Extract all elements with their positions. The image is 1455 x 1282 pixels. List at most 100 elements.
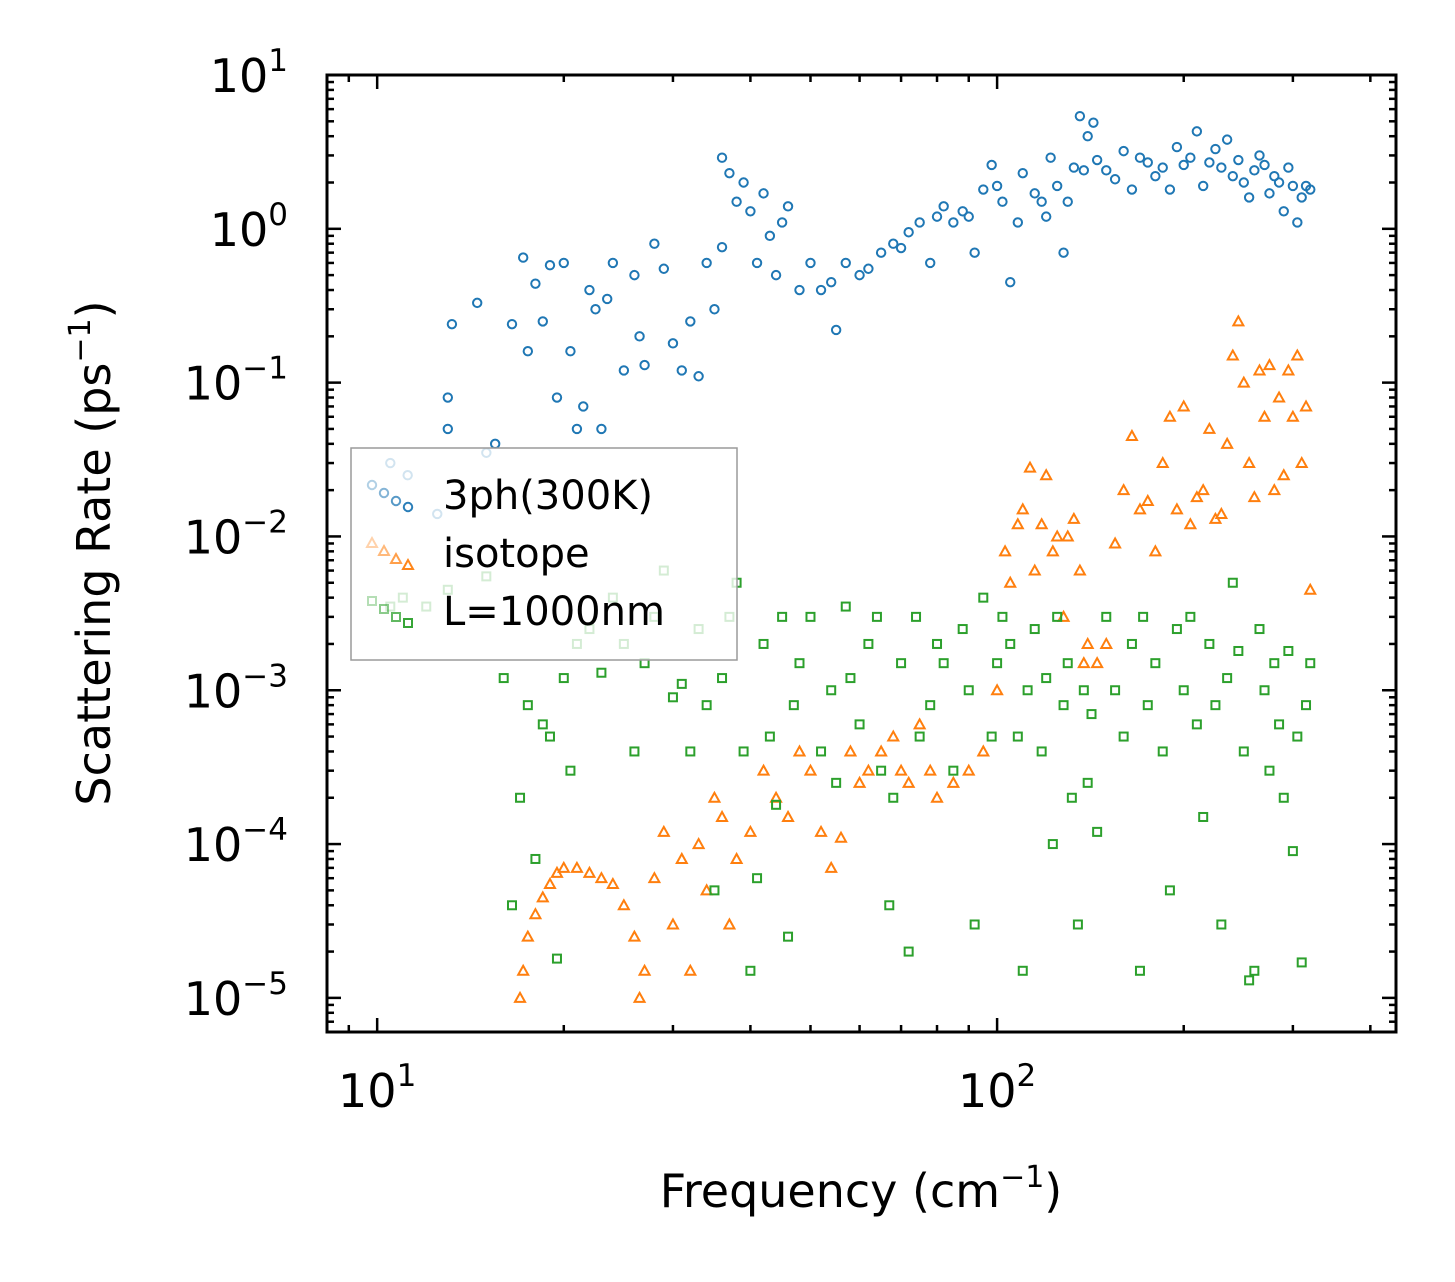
data-point <box>1164 885 1175 896</box>
data-point <box>1099 636 1113 649</box>
data-point <box>565 346 576 357</box>
data-point <box>1164 184 1176 195</box>
data-point <box>522 346 534 357</box>
data-point <box>590 304 601 315</box>
data-point <box>551 953 562 964</box>
data-point <box>888 792 899 803</box>
data-point <box>1278 206 1289 217</box>
data-point <box>1290 348 1305 361</box>
data-point <box>1045 152 1056 163</box>
legend-marker <box>402 501 414 513</box>
data-point <box>707 790 722 803</box>
data-point <box>1061 529 1075 542</box>
data-point <box>1286 409 1300 422</box>
y-axis-title-main: Scattering Rate (ps <box>67 363 121 806</box>
y-tick-label: 10−4 <box>184 812 288 872</box>
data-point <box>901 775 916 788</box>
data-point <box>912 717 927 730</box>
data-point <box>1247 490 1262 503</box>
data-point <box>1231 314 1246 327</box>
legend-entry: 3ph(300K) <box>366 473 653 519</box>
data-layer <box>385 110 1317 1003</box>
data-point <box>1296 957 1307 968</box>
data-point <box>629 269 640 281</box>
data-point <box>1233 154 1244 166</box>
data-point <box>1118 145 1129 157</box>
data-point <box>1273 177 1285 188</box>
y-tick-label-base: 10 <box>184 664 243 718</box>
data-point <box>764 230 776 242</box>
data-point <box>1073 563 1087 576</box>
data-point <box>1278 792 1289 803</box>
legend-marker <box>401 557 415 570</box>
data-point <box>1171 624 1182 635</box>
y-tick-label: 10−1 <box>184 351 288 411</box>
data-point <box>997 196 1008 207</box>
data-point <box>1023 460 1037 473</box>
data-point <box>722 917 737 930</box>
series-3 <box>385 565 1316 986</box>
y-tick-label-base: 10 <box>210 203 269 257</box>
data-point <box>594 871 609 884</box>
data-point <box>1082 777 1093 788</box>
data-point <box>752 873 763 884</box>
data-point <box>1156 455 1170 469</box>
data-point <box>1283 645 1294 656</box>
data-point <box>1242 455 1256 469</box>
data-point <box>657 824 671 837</box>
data-point <box>1080 636 1095 649</box>
data-point <box>716 152 728 163</box>
data-point <box>816 746 827 757</box>
data-point <box>521 929 535 942</box>
legend-label: 3ph(300K) <box>443 473 653 519</box>
data-point <box>824 860 838 873</box>
data-point <box>1254 624 1265 635</box>
data-point <box>537 316 548 327</box>
data-point <box>756 763 771 776</box>
data-point <box>914 731 925 742</box>
data-point <box>1062 196 1073 207</box>
data-point <box>528 907 543 920</box>
data-point <box>1292 217 1303 228</box>
data-point <box>745 206 756 217</box>
data-point <box>1197 180 1209 192</box>
data-point <box>1287 846 1298 857</box>
data-point <box>826 276 837 288</box>
data-point <box>715 809 729 822</box>
data-point <box>699 883 714 896</box>
data-point <box>1157 162 1168 173</box>
plot-frame <box>325 73 1398 1034</box>
y-tick-label-exponent: 1 <box>268 43 288 79</box>
data-point <box>1047 839 1058 850</box>
data-point <box>1264 765 1275 776</box>
data-point <box>751 257 763 269</box>
data-point <box>957 206 968 217</box>
data-point <box>1066 792 1077 803</box>
data-point <box>978 184 989 195</box>
y-tick-label-base: 10 <box>184 510 243 564</box>
data-point <box>530 853 541 864</box>
legend-marker <box>366 479 378 491</box>
data-point <box>1148 544 1163 557</box>
legend-marker <box>365 535 379 548</box>
legend-label: isotope <box>443 531 590 577</box>
data-point <box>1259 685 1270 696</box>
data-point <box>1072 919 1083 930</box>
data-point <box>805 611 816 622</box>
x-axis-title-main: Frequency (cm <box>660 1164 1000 1218</box>
data-point <box>1202 421 1217 434</box>
data-point <box>1226 348 1240 361</box>
data-point <box>925 257 936 269</box>
data-point <box>1150 170 1161 182</box>
y-tick-label: 10−2 <box>184 504 288 564</box>
data-point <box>758 638 769 649</box>
data-point <box>1110 685 1121 696</box>
data-point <box>543 876 557 889</box>
data-point <box>831 777 842 788</box>
data-point <box>1262 358 1277 371</box>
legend-marker <box>377 543 391 556</box>
data-point <box>629 746 640 757</box>
data-point <box>1216 919 1227 930</box>
data-point <box>1221 134 1233 145</box>
data-point <box>1017 965 1028 976</box>
